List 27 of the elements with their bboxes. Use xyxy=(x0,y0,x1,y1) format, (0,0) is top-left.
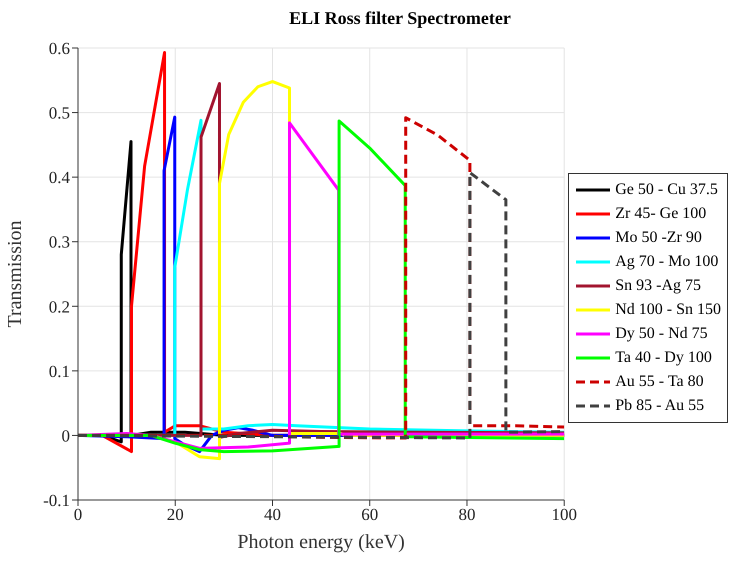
legend-label: Ag 70 - Mo 100 xyxy=(615,252,718,272)
y-tick-label: 0.4 xyxy=(48,168,70,188)
x-axis-title: Photon energy (keV) xyxy=(237,531,405,553)
x-tick-label: 20 xyxy=(166,505,184,524)
chart-title: ELI Ross filter Spectrometer xyxy=(288,8,512,30)
legend-label: Ge 50 - Cu 37.5 xyxy=(615,180,718,200)
legend-label: Au 55 - Ta 80 xyxy=(615,372,704,392)
legend-label: Sn 93 -Ag 75 xyxy=(615,276,701,296)
y-axis-title: Transmission xyxy=(4,220,26,328)
y-tick-label: 0.5 xyxy=(48,104,70,123)
legend-label: Ta 40 - Dy 100 xyxy=(615,348,712,368)
legend-label: Nd 100 - Sn 150 xyxy=(615,300,721,320)
x-tick-label: 0 xyxy=(74,505,82,524)
y-tick-label: 0 xyxy=(62,426,70,446)
x-tick-label: 60 xyxy=(361,505,378,524)
y-tick-label: 0.6 xyxy=(48,39,70,58)
y-tick-label: 0.3 xyxy=(48,232,70,252)
legend-label: Pb 85 - Au 55 xyxy=(615,396,704,416)
legend-label: Zr 45- Ge 100 xyxy=(615,204,706,224)
x-tick-label: 100 xyxy=(551,505,577,524)
y-tick-label: -0.1 xyxy=(43,491,70,510)
y-tick-label: 0.2 xyxy=(48,297,70,316)
legend-label: Dy 50 - Nd 75 xyxy=(615,324,708,344)
y-tick-label: 0.1 xyxy=(48,362,70,381)
x-tick-label: 40 xyxy=(264,505,281,524)
legend-label: Mo 50 -Zr 90 xyxy=(615,228,702,248)
x-tick-label: 80 xyxy=(458,505,476,524)
